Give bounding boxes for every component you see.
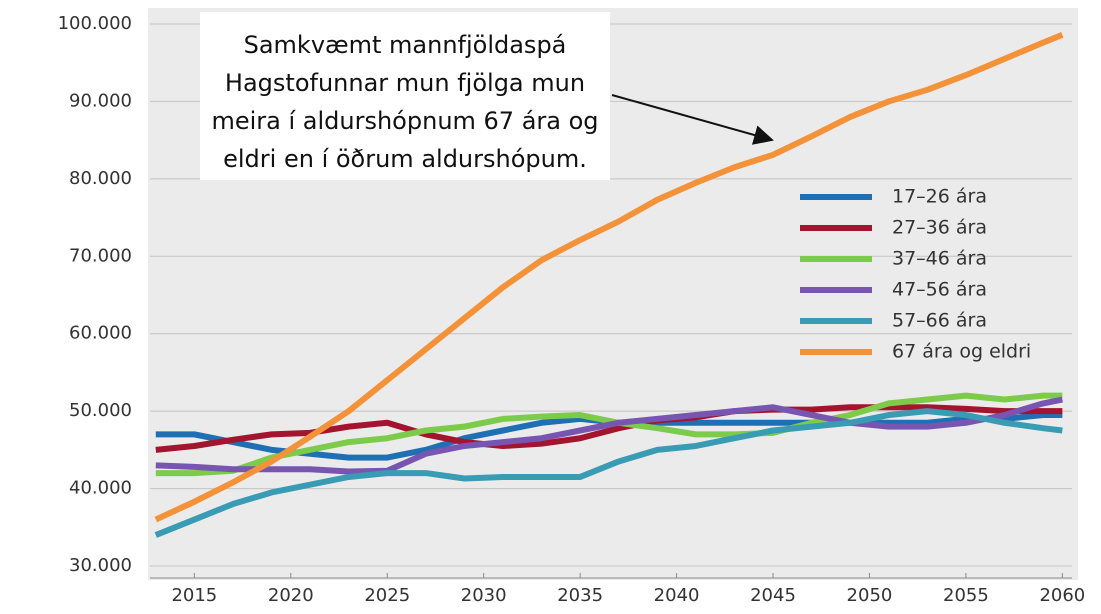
annotation-text: eldri en í öðrum aldurshópum. bbox=[223, 145, 587, 173]
legend-label: 27–36 ára bbox=[892, 217, 987, 239]
x-tick-label: 2015 bbox=[171, 585, 217, 606]
legend-label: 37–46 ára bbox=[892, 248, 987, 270]
y-tick-label: 50.000 bbox=[69, 400, 132, 421]
x-tick-label: 2050 bbox=[847, 585, 893, 606]
series-line bbox=[154, 32, 1064, 523]
y-tick-label: 70.000 bbox=[69, 245, 132, 266]
series-line bbox=[154, 408, 1063, 538]
x-tick-label: 2045 bbox=[750, 585, 796, 606]
y-tick-label: 100.000 bbox=[58, 13, 132, 34]
legend-label: 47–56 ára bbox=[892, 279, 987, 301]
series-line bbox=[155, 404, 1063, 453]
annotation-text: Samkvæmt mannfjöldaspá bbox=[244, 31, 567, 59]
y-tick-label: 90.000 bbox=[69, 90, 132, 111]
y-tick-label: 60.000 bbox=[69, 323, 132, 344]
legend-label: 57–66 ára bbox=[892, 310, 987, 332]
annotation-text: Hagstofunnar mun fjölga mun bbox=[225, 69, 585, 97]
x-tick-label: 2060 bbox=[1039, 585, 1085, 606]
annotation-text: meira í aldurshópnum 67 ára og bbox=[211, 107, 598, 135]
x-tick-label: 2035 bbox=[557, 585, 603, 606]
annotation-box bbox=[200, 12, 610, 180]
annotation-arrow bbox=[611, 94, 774, 145]
x-tick-label: 2020 bbox=[268, 585, 314, 606]
y-tick-label: 30.000 bbox=[69, 555, 132, 576]
legend-label: 67 ára og eldri bbox=[892, 341, 1031, 363]
x-tick-label: 2040 bbox=[654, 585, 700, 606]
x-tick-label: 2030 bbox=[461, 585, 507, 606]
y-tick-label: 40.000 bbox=[69, 478, 132, 499]
series-line bbox=[155, 396, 1063, 475]
legend-label: 17–26 ára bbox=[892, 186, 987, 208]
x-tick-label: 2025 bbox=[364, 585, 410, 606]
y-tick-label: 80.000 bbox=[69, 168, 132, 189]
x-tick-label: 2055 bbox=[943, 585, 989, 606]
